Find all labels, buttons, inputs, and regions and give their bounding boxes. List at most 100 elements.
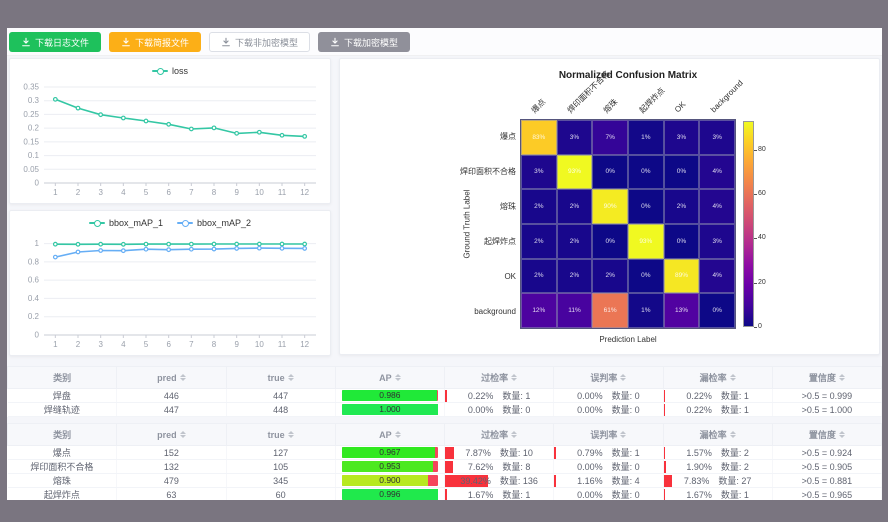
svg-text:8: 8 (212, 340, 217, 349)
cell-overkill: 7.87% 数量: 10 (444, 445, 555, 460)
legend-item-loss[interactable]: loss (151, 66, 188, 76)
ap-bar-fill (341, 489, 438, 500)
col-header-置信度[interactable]: 置信度 (771, 423, 882, 446)
cell-confidence: >0.5 = 1.000 (772, 402, 882, 417)
cm-cell: 12% (521, 293, 557, 328)
cell-misjudge: 0.00% 数量: 0 (553, 402, 664, 417)
pct-value: 1.57% (686, 447, 712, 458)
legend-item-bbox_mAP_1[interactable]: bbox_mAP_1 (88, 218, 163, 228)
sort-caret-icon[interactable] (179, 371, 186, 384)
cm-cell: 89% (663, 258, 700, 294)
header-inner: pred (117, 428, 225, 441)
cm-cell: 7% (592, 120, 628, 155)
cell-confidence: >0.5 = 0.924 (772, 445, 882, 460)
caret-up-icon (179, 428, 186, 434)
download-report-button[interactable]: 下载简报文件 (109, 32, 202, 52)
col-header-置信度[interactable]: 置信度 (771, 366, 882, 389)
pct-text: 0.00% 数量: 0 (554, 461, 662, 473)
pct-value: 1.16% (577, 475, 603, 486)
sort-caret-icon[interactable] (511, 371, 518, 384)
confusion-matrix: 83% 3% 7% 1% 3% 3% 3% 93% 0% 0% 0% 4% 2% 2% 90% 0% 2% 4% 2… (520, 119, 736, 329)
header-inner: 置信度 (773, 428, 881, 441)
sort-caret-icon[interactable] (838, 428, 845, 441)
cell-ap: 1.000 (335, 402, 446, 417)
col-header-AP[interactable]: AP (334, 423, 446, 446)
pct-value: 0.00% (577, 390, 603, 401)
cm-cell: 4% (699, 189, 735, 224)
confusion-matrix-xlabel: Prediction Label (599, 335, 657, 344)
sort-caret-icon[interactable] (729, 428, 736, 441)
cm-cell: 3% (521, 154, 557, 190)
header-label: 误判率 (590, 373, 618, 383)
col-header-pred[interactable]: pred (116, 423, 227, 446)
count-value: 数量: 1 (502, 390, 531, 401)
ap-bar-fill (341, 404, 438, 415)
sort-caret-icon[interactable] (620, 428, 627, 441)
sort-caret-icon[interactable] (394, 428, 401, 441)
header-inner: true (227, 428, 335, 441)
caret-down-icon (179, 378, 186, 384)
col-header-pred[interactable]: pred (116, 366, 227, 389)
pct-text: 7.62% 数量: 8 (445, 461, 553, 473)
cell-misjudge: 0.00% 数量: 0 (553, 487, 664, 500)
legend-item-bbox_mAP_2[interactable]: bbox_mAP_2 (177, 218, 251, 228)
svg-text:0.35: 0.35 (23, 83, 39, 92)
cm-row-label: OK (504, 272, 516, 281)
sort-caret-icon[interactable] (179, 428, 186, 441)
count-value: 数量: 1 (720, 404, 749, 415)
download-log-button[interactable]: 下载日志文件 (9, 32, 102, 52)
sort-caret-icon[interactable] (394, 371, 401, 384)
cell-class: 起焊炸点 (7, 487, 118, 500)
col-header-AP[interactable]: AP (334, 366, 446, 389)
loss-chart: 00.050.10.150.20.250.30.351 2 3 4 5 6 7 8 9 10 11 1… (23, 83, 316, 197)
cm-cell: 4% (699, 154, 735, 190)
count-value: 数量: 27 (718, 475, 752, 486)
sort-caret-icon[interactable] (729, 371, 736, 384)
table-row: 焊印面积不合格 132 105 0.953 7.62% 数量: 8 0.00% 数量: 0 1.… (7, 459, 882, 474)
sort-caret-icon[interactable] (287, 371, 294, 384)
sort-caret-icon[interactable] (620, 371, 627, 384)
col-header-漏检率[interactable]: 漏检率 (662, 423, 773, 446)
cm-cell: 2% (521, 224, 557, 259)
svg-text:0: 0 (35, 331, 40, 340)
pct-bar (445, 446, 454, 459)
cm-row-label: 爆点 (500, 132, 516, 141)
col-header-误判率[interactable]: 误判率 (553, 366, 664, 389)
pct-value: 0.00% (577, 404, 603, 415)
header-inner: 误判率 (554, 428, 662, 441)
col-header-误判率[interactable]: 误判率 (553, 423, 664, 446)
cm-cell: 0% (592, 224, 628, 259)
button-label: 下载加密模型 (344, 37, 399, 48)
header-label: 过检率 (481, 430, 509, 440)
cell-pred: 132 (116, 459, 227, 474)
cm-cell: 0% (628, 154, 664, 190)
pct-text: 7.87% 数量: 10 (445, 447, 553, 459)
caret-up-icon (394, 428, 401, 434)
cell-misjudge: 0.79% 数量: 1 (553, 445, 664, 460)
col-header-true[interactable]: true (225, 366, 336, 389)
sort-caret-icon[interactable] (287, 428, 294, 441)
svg-text:0.2: 0.2 (28, 312, 40, 321)
pct-bar (663, 403, 665, 416)
col-header-漏检率[interactable]: 漏检率 (662, 366, 773, 389)
svg-text:10: 10 (255, 340, 264, 349)
caret-up-icon (620, 428, 627, 434)
download-unencrypted-model-button[interactable]: 下载非加密模型 (209, 32, 311, 52)
cell-confidence: >0.5 = 0.999 (772, 388, 882, 403)
sort-caret-icon[interactable] (511, 428, 518, 441)
col-header-true[interactable]: true (225, 423, 336, 446)
cell-class: 焊盘 (7, 388, 118, 403)
download-encrypted-model-button[interactable]: 下载加密模型 (318, 32, 411, 52)
pct-bar (663, 446, 666, 459)
cm-cell: 3% (699, 224, 735, 259)
header-inner: 过检率 (445, 371, 553, 384)
col-header-过检率[interactable]: 过检率 (443, 423, 555, 446)
cm-cell: 83% (521, 120, 557, 155)
svg-text:9: 9 (234, 188, 239, 197)
cm-cell: 3% (699, 120, 735, 155)
col-header-过检率[interactable]: 过检率 (443, 366, 555, 389)
pct-bar (445, 460, 454, 473)
download-icon (331, 37, 339, 47)
sort-caret-icon[interactable] (838, 371, 845, 384)
header-label: 误判率 (590, 430, 618, 440)
